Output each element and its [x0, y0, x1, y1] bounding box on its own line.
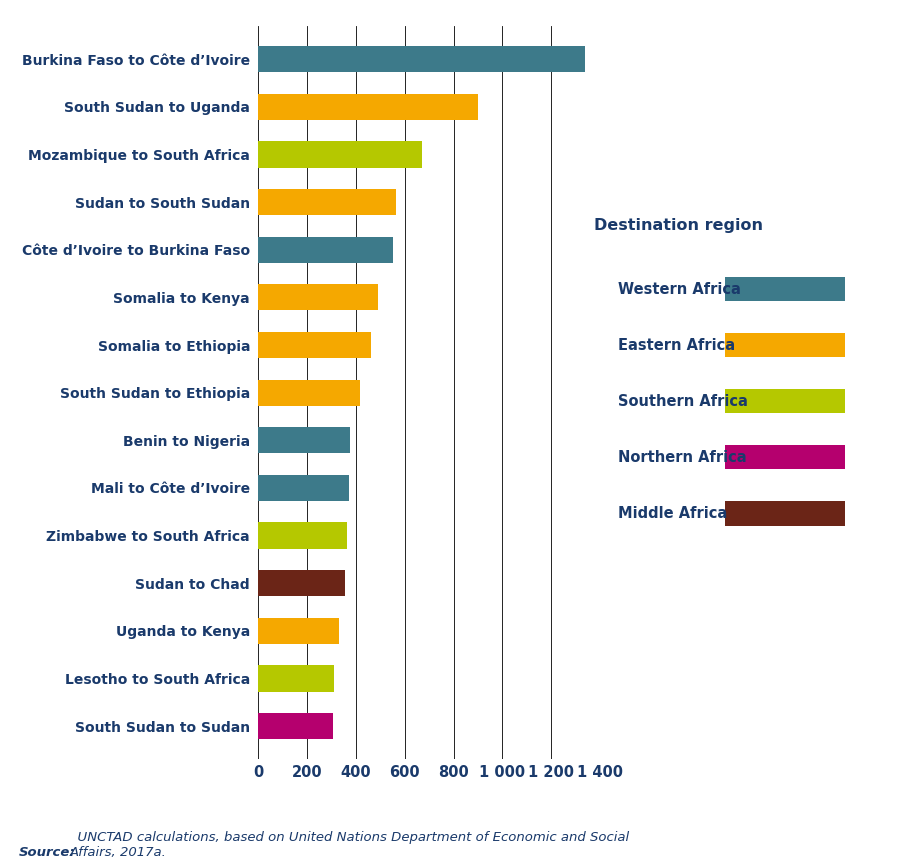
Bar	[258, 142, 422, 167]
Text: Northern Africa: Northern Africa	[618, 450, 747, 465]
Bar	[258, 46, 585, 72]
Text: Destination region: Destination region	[593, 218, 763, 233]
Text: Eastern Africa: Eastern Africa	[618, 337, 736, 353]
Bar	[258, 427, 350, 453]
Bar	[258, 665, 334, 691]
Bar	[258, 284, 378, 311]
Text: Source:: Source:	[18, 846, 75, 859]
Bar	[258, 475, 349, 501]
Text: UNCTAD calculations, based on United Nations Department of Economic and Social
A: UNCTAD calculations, based on United Nat…	[69, 831, 629, 859]
Bar	[258, 570, 345, 596]
Bar	[258, 332, 371, 358]
Bar	[258, 189, 396, 215]
Bar	[258, 713, 333, 740]
Bar	[258, 522, 347, 549]
Bar	[258, 94, 478, 120]
Bar	[258, 618, 339, 644]
Text: Southern Africa: Southern Africa	[618, 394, 749, 409]
Bar	[258, 236, 392, 263]
Text: Middle Africa: Middle Africa	[618, 506, 727, 521]
Text: Western Africa: Western Africa	[618, 281, 741, 297]
Bar	[258, 380, 360, 406]
